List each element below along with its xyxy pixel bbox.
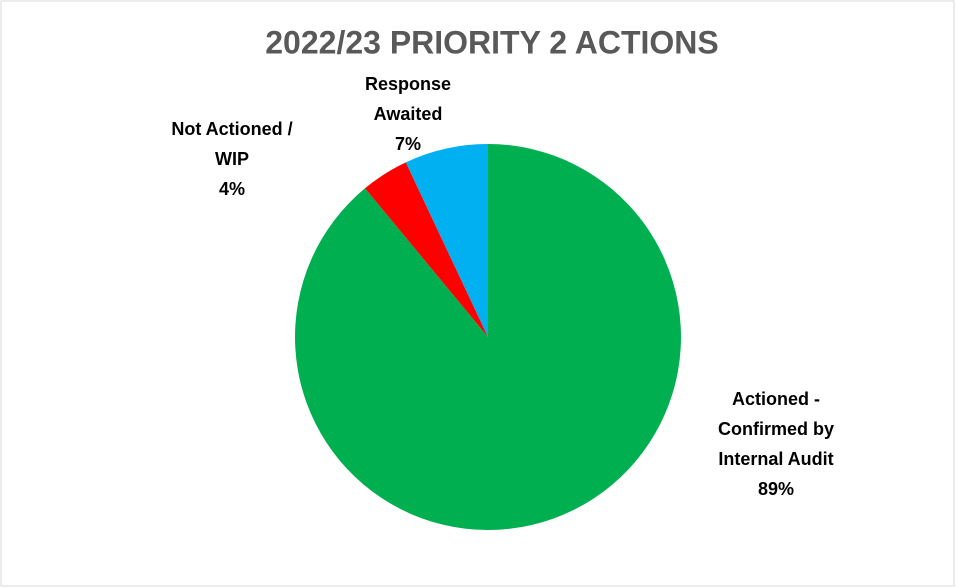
pie-slice (364, 162, 488, 337)
slice-label: Actioned -Confirmed by Internal Audit (718, 389, 834, 469)
pie-slice (295, 144, 682, 530)
slice-value-label: 89% (758, 479, 794, 499)
slice-label: Not Actioned / WIP (171, 119, 292, 169)
slice-value-label: 4% (219, 179, 245, 199)
slice-value-label: 7% (395, 134, 421, 154)
chart-title: 2022/23 PRIORITY 2 ACTIONS (265, 24, 719, 60)
pie-slice (405, 144, 488, 337)
slice-label: Response Awaited (365, 74, 451, 124)
